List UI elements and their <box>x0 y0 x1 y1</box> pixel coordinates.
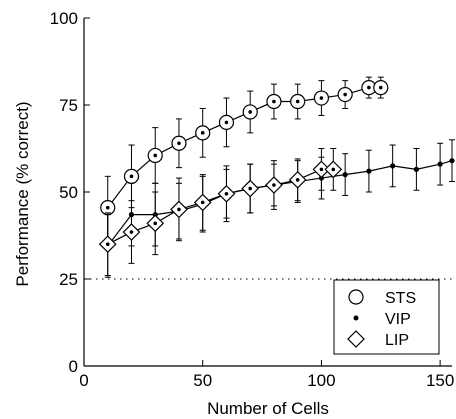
data-point-vip <box>342 172 348 178</box>
series-layer <box>98 76 455 278</box>
data-point-vip <box>366 168 372 174</box>
data-point-center-sts <box>248 110 252 114</box>
data-point-center-sts <box>319 96 324 100</box>
x-tick-label: 0 <box>79 371 88 390</box>
ticks: 0 50 100 150 0 25 50 75 100 <box>50 9 455 390</box>
data-point-center-sts <box>378 85 383 90</box>
y-tick-label: 50 <box>59 183 78 202</box>
x-tick-label: 150 <box>426 371 454 390</box>
series-lip <box>98 148 343 277</box>
x-tick-label: 50 <box>193 371 212 390</box>
data-point-center-sts <box>367 85 371 90</box>
y-tick-label: 0 <box>69 357 78 376</box>
data-point-center-lip <box>105 242 110 246</box>
y-tick-label: 25 <box>59 270 78 289</box>
legend-vip-marker <box>353 315 359 321</box>
x-axis-label: Number of Cells <box>207 399 329 418</box>
legend-vip-label: VIP <box>385 311 411 328</box>
data-point-center-lip <box>129 230 134 234</box>
data-point-center-lip <box>248 186 252 191</box>
legend-sts-label: STS <box>385 290 416 307</box>
data-point-center-lip <box>295 178 300 182</box>
series-line-vip <box>107 160 453 247</box>
y-tick-label: 100 <box>50 9 78 28</box>
data-point-center-lip <box>272 183 276 187</box>
data-point-center-lip <box>200 200 205 205</box>
data-point-center-lip <box>331 167 336 172</box>
data-point-vip <box>437 161 443 167</box>
data-point-center-sts <box>224 120 229 125</box>
legend-lip-label: LIP <box>385 332 409 349</box>
data-point-center-sts <box>177 141 181 146</box>
y-tick-label: 75 <box>59 96 78 115</box>
data-point-vip <box>449 158 455 164</box>
data-point-center-lip <box>153 221 158 226</box>
data-point-center-lip <box>224 191 229 196</box>
data-point-vip <box>413 166 419 172</box>
x-tick-label: 100 <box>307 371 335 390</box>
data-point-center-lip <box>319 167 324 172</box>
series-sts <box>100 76 389 240</box>
data-point-vip <box>390 163 396 169</box>
data-point-center-sts <box>200 131 205 135</box>
data-point-center-sts <box>272 99 276 104</box>
data-point-center-lip <box>177 207 181 212</box>
legend-lip-marker <box>347 330 365 348</box>
data-point-center-sts <box>105 205 110 210</box>
y-axis-label: Performance (% correct) <box>13 101 32 286</box>
data-point-center-sts <box>295 99 300 104</box>
legend-sts-marker <box>348 289 364 305</box>
data-point-center-sts <box>343 92 347 97</box>
data-point-center-sts <box>153 153 158 158</box>
data-point-center-sts <box>129 174 134 179</box>
legend: STS VIP LIP <box>333 279 440 355</box>
